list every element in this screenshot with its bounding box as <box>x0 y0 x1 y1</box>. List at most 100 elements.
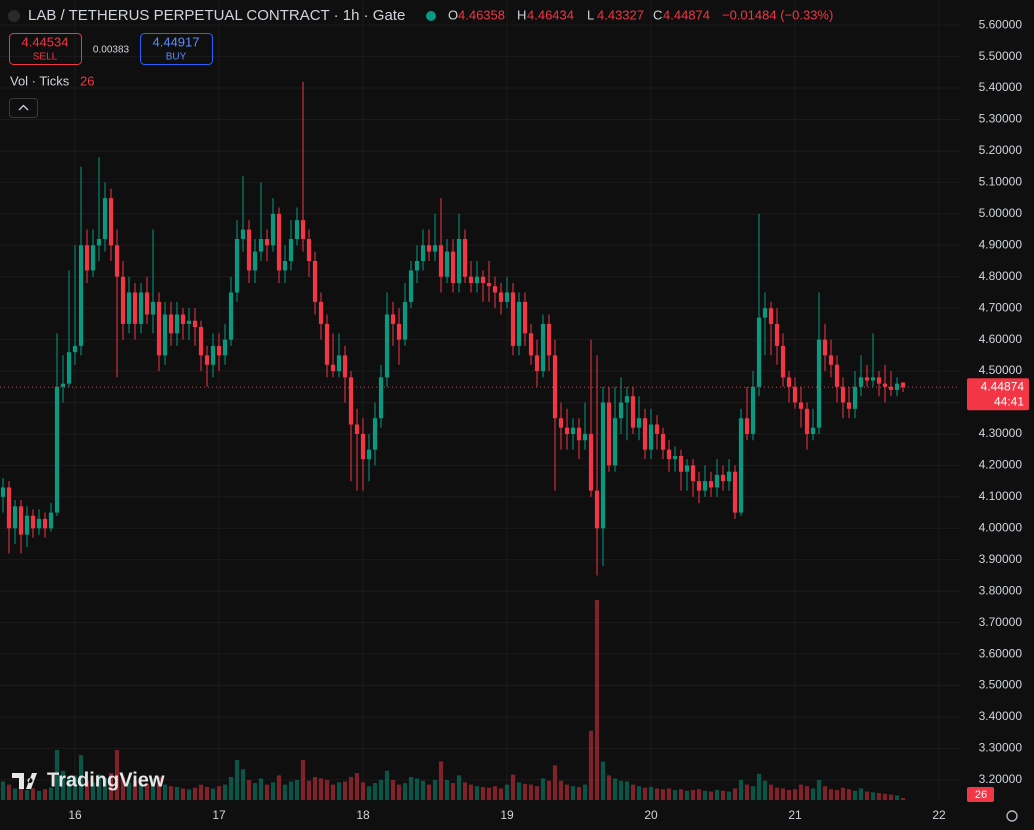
volume-bar <box>774 787 780 800</box>
volume-bar <box>138 783 144 800</box>
volume-bar <box>576 786 582 800</box>
volume-bar <box>186 789 192 800</box>
candle-body <box>540 323 546 372</box>
candle-body <box>678 455 684 472</box>
volume-bar <box>696 789 702 800</box>
settings-icon[interactable] <box>1006 810 1018 822</box>
candle-body <box>66 352 72 384</box>
volume-bar <box>414 778 420 800</box>
candle-body <box>366 449 372 460</box>
candle-body <box>588 433 594 491</box>
volume-bar <box>396 784 402 800</box>
candle-body <box>522 301 528 334</box>
candle-body <box>162 314 168 356</box>
last-price-label: 4.44874 <box>981 379 1025 393</box>
candle-body <box>732 471 738 513</box>
candle-body <box>558 418 564 428</box>
candle-body <box>744 418 750 434</box>
sell-button[interactable] <box>9 33 82 65</box>
candle-body <box>360 433 366 460</box>
volume-bar <box>210 788 216 800</box>
y-tick-label: 3.40000 <box>979 709 1023 723</box>
candle-body <box>36 518 42 529</box>
volume-bar <box>690 790 696 800</box>
candle-body <box>840 386 846 403</box>
volume-bar <box>282 784 288 800</box>
candle-body <box>12 506 18 529</box>
candle-body <box>858 377 864 387</box>
candle-body <box>378 377 384 419</box>
volume-bar <box>258 778 264 800</box>
grid <box>0 0 960 800</box>
candle-body <box>462 238 468 277</box>
logo-icon <box>12 773 37 789</box>
y-tick-label: 4.80000 <box>979 269 1023 283</box>
candle-body <box>564 427 570 434</box>
candle-body <box>684 465 690 472</box>
candle-body <box>636 418 642 428</box>
volume-bar <box>546 780 552 800</box>
volume-bar <box>624 781 630 800</box>
collapse-button[interactable] <box>9 98 38 118</box>
volume-bar <box>786 790 792 800</box>
buy-price: 4.44917 <box>153 34 200 49</box>
volume-bar <box>312 776 318 800</box>
volume-bar <box>816 780 822 800</box>
spread: 0.00383 <box>93 45 130 56</box>
volume-tag <box>967 787 994 802</box>
candle-body <box>804 408 810 434</box>
volume-bar <box>636 786 642 800</box>
volume-bar <box>288 781 294 800</box>
volume-bar <box>330 784 336 800</box>
candle-body <box>738 418 744 513</box>
y-tick-label: 3.20000 <box>979 772 1023 786</box>
y-tick-label: 4.10000 <box>979 489 1023 503</box>
volume-bar <box>684 790 690 800</box>
candle-body <box>750 386 756 434</box>
volume-bar <box>744 784 750 800</box>
candle-body <box>300 220 306 239</box>
candle-body <box>180 314 186 324</box>
candle-body <box>30 515 36 529</box>
candle-body <box>726 471 732 482</box>
volume-bar <box>732 788 738 800</box>
volume-bar <box>300 760 306 800</box>
sell-label: SELL <box>33 52 58 63</box>
volume-bar <box>630 784 636 800</box>
volume-bar <box>204 786 210 800</box>
volume-bar <box>120 776 126 800</box>
candle-body <box>714 474 720 488</box>
volume-bar <box>570 786 576 800</box>
candle-body <box>474 276 480 284</box>
candle-body <box>696 481 702 491</box>
volume-bar <box>456 775 462 800</box>
volume-bar <box>336 782 342 800</box>
volume-bar <box>522 783 528 800</box>
volume-bar <box>870 792 876 800</box>
volume-bar <box>660 789 666 800</box>
volume-bar <box>324 780 330 800</box>
volume-bar <box>492 786 498 800</box>
candle-body <box>660 433 666 450</box>
volume-bar <box>108 773 114 800</box>
candle-body <box>258 238 264 252</box>
buy-button[interactable] <box>140 33 213 65</box>
candle-body <box>348 377 354 425</box>
volume-bar <box>228 776 234 800</box>
volume-bar <box>294 780 300 800</box>
volume-bar <box>618 780 624 800</box>
volume-bar <box>96 774 102 800</box>
volume-bar <box>6 784 12 800</box>
volume-bar <box>558 780 564 800</box>
candle-body <box>534 355 540 372</box>
y-tick-label: 4.60000 <box>979 332 1023 346</box>
volume-bar <box>36 790 42 800</box>
status-dot <box>426 11 436 21</box>
volume-bar <box>666 788 672 800</box>
volume-bar <box>582 784 588 800</box>
candle-body <box>18 506 24 535</box>
candle-body <box>834 364 840 387</box>
candle-body <box>324 323 330 365</box>
volume-bar <box>720 790 726 800</box>
